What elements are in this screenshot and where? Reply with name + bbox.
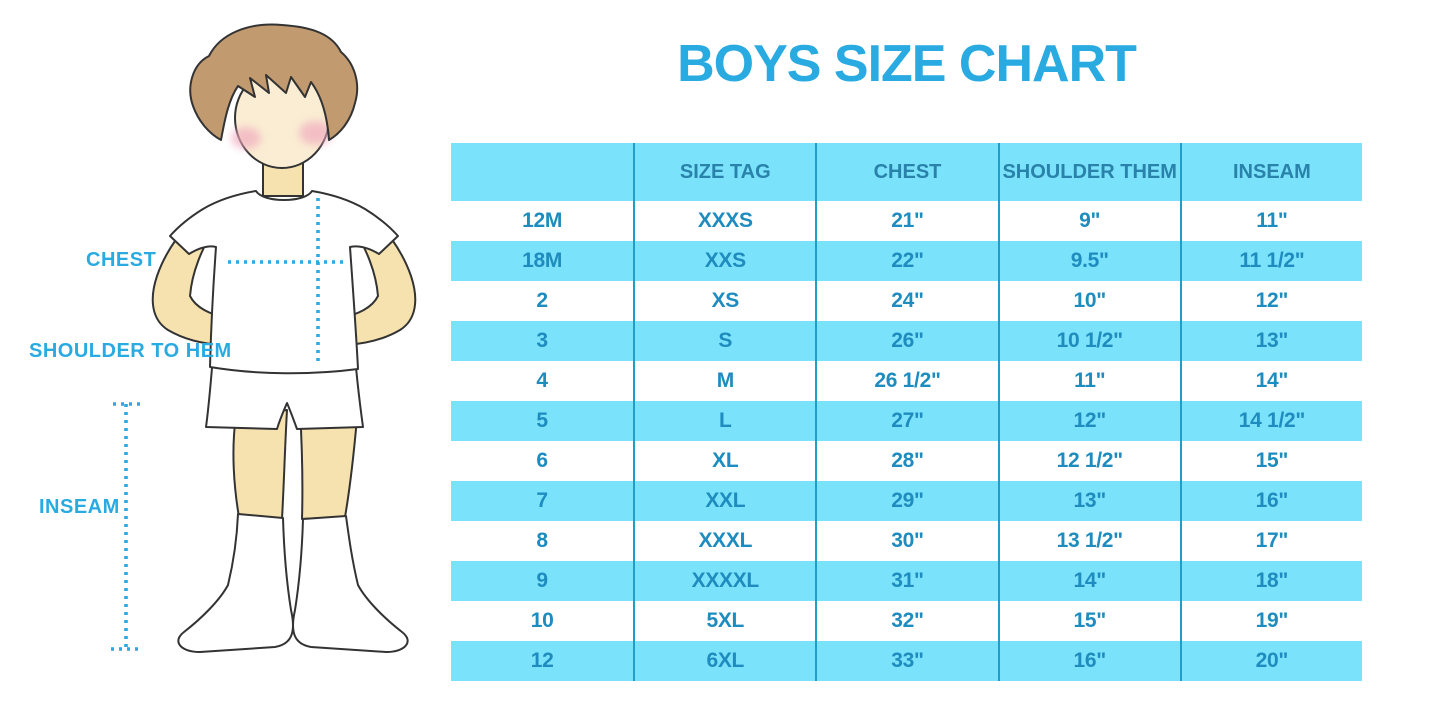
table-cell: 18M: [522, 249, 563, 272]
table-cell: 13 1/2": [997, 521, 1180, 561]
table-cell: 4: [536, 369, 548, 392]
table-cell: XXXL: [633, 521, 815, 561]
table-header-row: SIZE TAG CHEST SHOULDER THEM INSEAM: [451, 143, 1362, 201]
table-cell: 14": [1179, 361, 1362, 401]
inseam-label: INSEAM: [39, 496, 120, 518]
table-cell: 9: [536, 569, 548, 592]
column-header: INSEAM: [1179, 143, 1362, 201]
boy-right-cheek: [299, 121, 333, 145]
boy-tshirt: [169, 190, 399, 375]
table-cell: XS: [633, 281, 815, 321]
table-cell: 27": [815, 401, 997, 441]
column-header: SIZE TAG: [633, 143, 815, 201]
table-cell: 9.5": [997, 241, 1180, 281]
shoulder-to-hem-label: SHOULDER TO HEM: [29, 340, 232, 362]
table-row: 8 XXXL 30" 13 1/2" 17": [451, 521, 1362, 561]
table-cell: 10": [997, 281, 1180, 321]
table-cell: 32": [815, 601, 997, 641]
table-row: 10 5XL 32" 15" 19": [451, 601, 1362, 641]
table-cell: 16": [1179, 481, 1362, 521]
table-cell: 18": [1179, 561, 1362, 601]
boy-figure: [111, 23, 417, 653]
table-cell: XL: [633, 441, 815, 481]
table-cell: 17": [1179, 521, 1362, 561]
table-cell: 10: [530, 609, 554, 632]
table-cell: 9": [997, 201, 1180, 241]
table-cell: 24": [815, 281, 997, 321]
table-cell: 15": [1179, 441, 1362, 481]
table-cell: 30": [815, 521, 997, 561]
table-body: 12M XXXS 21" 9" 11" 18M XXS 22" 9.5" 11 1/2" 2 XS 24…: [451, 201, 1362, 681]
table-cell: 16": [997, 641, 1180, 681]
table-cell: 11": [997, 361, 1180, 401]
page-title: BOYS SIZE CHART: [677, 35, 1137, 93]
table-cell: 12M: [522, 209, 563, 232]
boy-shorts: [205, 355, 364, 430]
table-cell: 14 1/2": [1179, 401, 1362, 441]
table-cell: 14": [997, 561, 1180, 601]
boy-measurement-illustration: CHEST SHOULDER TO HEM INSEAM: [0, 0, 450, 723]
table-cell: 29": [815, 481, 997, 521]
table-row: 6 XL 28" 12 1/2" 15": [451, 441, 1362, 481]
boy-right-arm: [341, 213, 417, 346]
table-row: 9 XXXXL 31" 14" 18": [451, 561, 1362, 601]
table-cell: S: [633, 321, 815, 361]
table-cell: L: [633, 401, 815, 441]
table-cell: 26": [815, 321, 997, 361]
size-table: SIZE TAG CHEST SHOULDER THEM INSEAM 12M XXXS…: [451, 143, 1362, 681]
table-cell: M: [633, 361, 815, 401]
table-row: 12M XXXS 21" 9" 11": [451, 201, 1362, 241]
table-cell: 19": [1179, 601, 1362, 641]
table-row: 3 S 26" 10 1/2" 13": [451, 321, 1362, 361]
table-cell: 5XL: [633, 601, 815, 641]
table-row: 2 XS 24" 10" 12": [451, 281, 1362, 321]
table-cell: XXXXL: [633, 561, 815, 601]
boy-left-cheek: [231, 127, 261, 149]
column-header-empty: [451, 143, 633, 201]
table-cell: XXL: [633, 481, 815, 521]
table-cell: 22": [815, 241, 997, 281]
table-row: 5 L 27" 12" 14 1/2": [451, 401, 1362, 441]
table-row: 18M XXS 22" 9.5" 11 1/2": [451, 241, 1362, 281]
column-header: SHOULDER THEM: [997, 143, 1180, 201]
boy-left-sock: [177, 513, 294, 653]
table-cell: 6: [536, 449, 548, 472]
table-cell: 8: [536, 529, 548, 552]
table-cell: 33": [815, 641, 997, 681]
table-cell: 12": [1179, 281, 1362, 321]
table-cell: 28": [815, 441, 997, 481]
table-cell: 21": [815, 201, 997, 241]
table-cell: 20": [1179, 641, 1362, 681]
table-cell: 12 1/2": [997, 441, 1180, 481]
table-cell: 10 1/2": [997, 321, 1180, 361]
table-cell: 5: [536, 409, 548, 432]
table-cell: 3: [536, 329, 548, 352]
table-cell: 7: [536, 489, 548, 512]
table-cell: 11": [1179, 201, 1362, 241]
table-cell: XXXS: [633, 201, 815, 241]
table-cell: 11 1/2": [1179, 241, 1362, 281]
boy-right-sock: [292, 515, 409, 653]
table-cell: 13": [997, 481, 1180, 521]
table-cell: 31": [815, 561, 997, 601]
table-row: 7 XXL 29" 13" 16": [451, 481, 1362, 521]
table-cell: 15": [997, 601, 1180, 641]
chest-label: CHEST: [86, 249, 157, 271]
table-cell: 26 1/2": [815, 361, 997, 401]
column-header: CHEST: [815, 143, 997, 201]
table-cell: 6XL: [633, 641, 815, 681]
table-row: 12 6XL 33" 16" 20": [451, 641, 1362, 681]
table-cell: XXS: [633, 241, 815, 281]
table-cell: 12": [997, 401, 1180, 441]
table-cell: 13": [1179, 321, 1362, 361]
table-cell: 12: [530, 649, 554, 672]
boy-left-arm: [151, 213, 227, 346]
table-row: 4 M 26 1/2" 11" 14": [451, 361, 1362, 401]
boy-hair: [189, 23, 359, 141]
table-cell: 2: [536, 289, 548, 312]
